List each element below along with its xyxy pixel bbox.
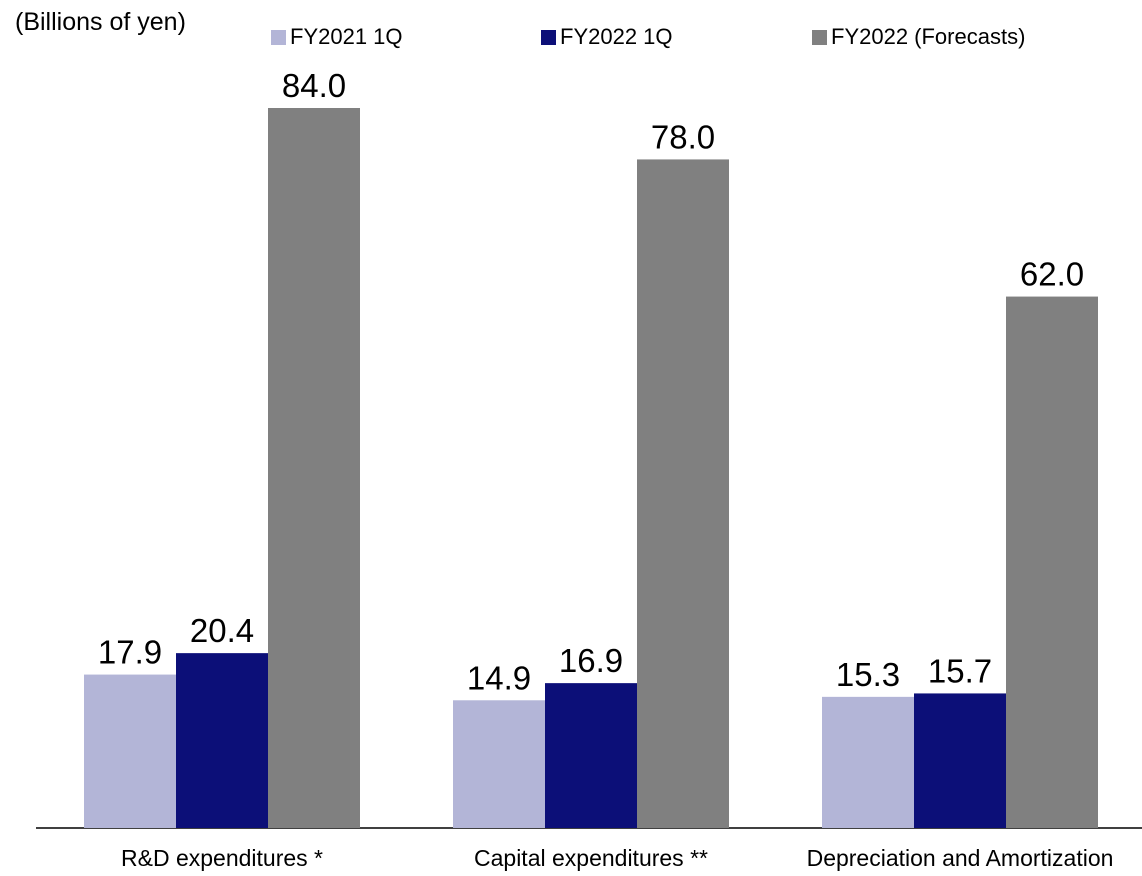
legend-label-fy2021-1q: FY2021 1Q <box>290 24 403 49</box>
bar-2-3 <box>914 693 1006 828</box>
legend-item-fy2021-1q: FY2021 1Q <box>271 24 403 50</box>
data-label-2-3: 15.7 <box>928 652 992 689</box>
legend-swatch-fy2022-1q <box>541 29 556 45</box>
category-label-1: R&D expenditures * <box>121 845 323 871</box>
bar-3-1 <box>268 108 360 828</box>
category-label-2: Capital expenditures ** <box>474 845 708 871</box>
data-label-3-1: 84.0 <box>282 67 346 104</box>
bar-2-2 <box>545 683 637 828</box>
data-label-1-2: 14.9 <box>467 659 531 696</box>
unit-label: (Billions of yen) <box>15 8 186 36</box>
data-label-2-1: 20.4 <box>190 612 254 649</box>
bar-1-3 <box>822 696 914 828</box>
bar-1-2 <box>453 700 545 828</box>
legend-label-fy2022-forecasts: FY2022 (Forecasts) <box>831 24 1026 49</box>
bar-3-3 <box>1006 296 1098 829</box>
legend-item-fy2022-forecasts: FY2022 (Forecasts) <box>812 24 1025 50</box>
data-label-1-1: 17.9 <box>98 634 162 671</box>
data-label-3-2: 78.0 <box>651 118 715 155</box>
legend-label-fy2022-1q: FY2022 1Q <box>560 24 673 49</box>
bar-2-1 <box>176 653 268 828</box>
bar-3-2 <box>637 159 729 828</box>
legend-item-fy2022-1q: FY2022 1Q <box>541 24 673 50</box>
data-label-3-3: 62.0 <box>1020 256 1084 293</box>
bar-1-1 <box>84 674 176 828</box>
category-label-3: Depreciation and Amortization <box>807 845 1114 871</box>
legend-swatch-fy2022-forecasts <box>812 29 827 45</box>
data-label-1-3: 15.3 <box>836 656 900 693</box>
data-label-2-2: 16.9 <box>559 642 623 679</box>
legend-swatch-fy2021-1q <box>271 29 286 45</box>
